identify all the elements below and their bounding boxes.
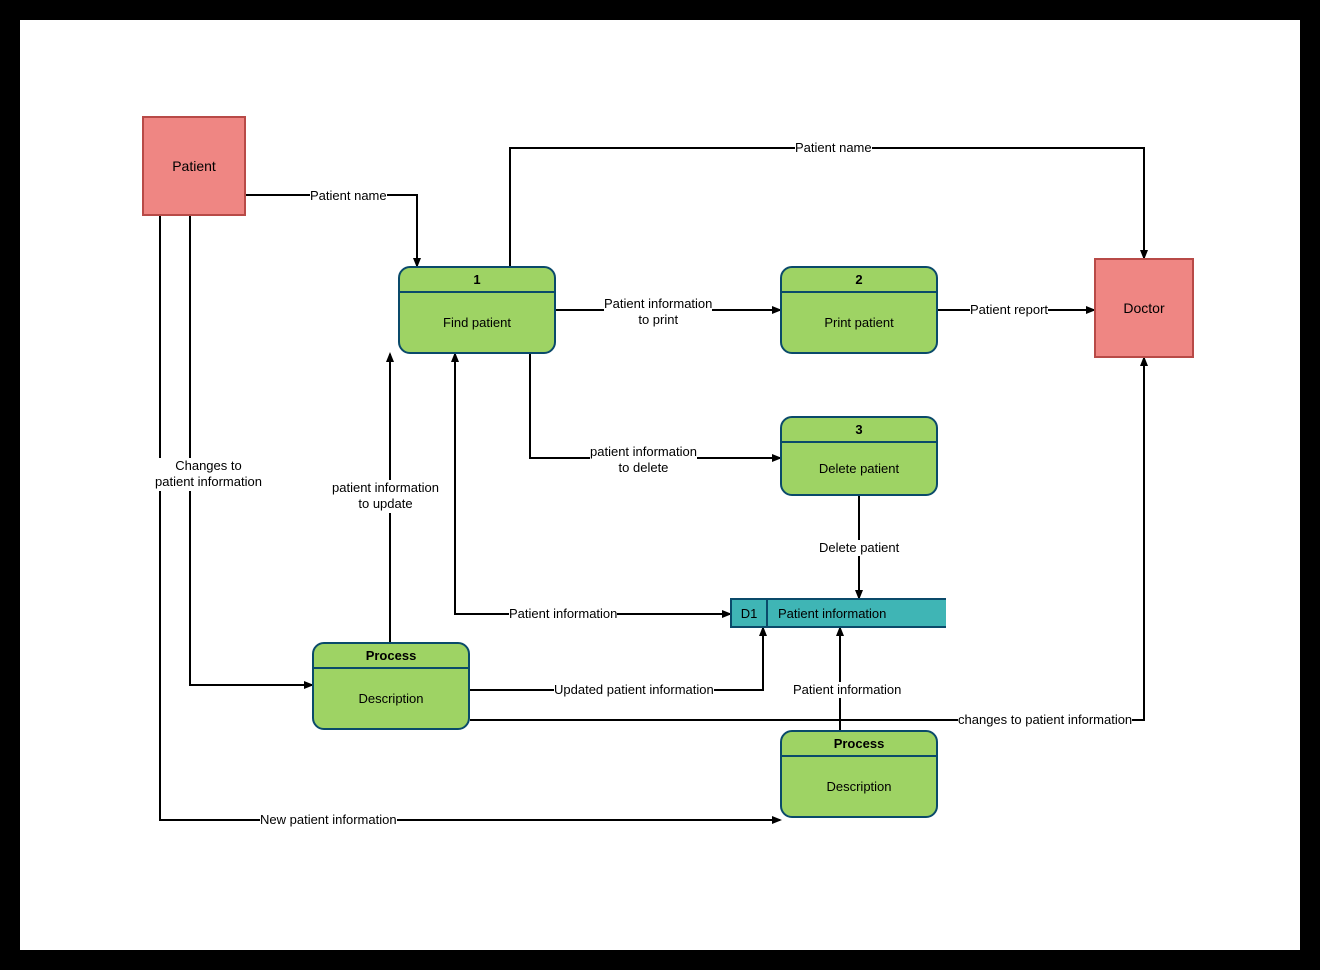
edge-label-e10: Updated patient information xyxy=(554,682,714,698)
entity-label: Doctor xyxy=(1123,300,1164,316)
process-print-patient: 2 Print patient xyxy=(780,266,938,354)
datastore-id: D1 xyxy=(732,600,768,626)
edge-e4 xyxy=(510,148,1144,266)
entity-label: Patient xyxy=(172,158,216,174)
edge-e5 xyxy=(190,216,312,685)
process-header: Process xyxy=(314,644,468,669)
process-find-patient: 1 Find patient xyxy=(398,266,556,354)
process-delete-patient: 3 Delete patient xyxy=(780,416,938,496)
process-header: 2 xyxy=(782,268,936,293)
edge-label-e1: Patient name xyxy=(310,188,387,204)
process-body: Print patient xyxy=(782,293,936,352)
edge-e12 xyxy=(470,358,1144,720)
datastore-label: Patient information xyxy=(768,600,946,626)
process-body: Description xyxy=(782,757,936,816)
edge-e7 xyxy=(530,354,780,458)
edge-label-e11: Patient information xyxy=(793,682,901,698)
process-header: Process xyxy=(782,732,936,757)
process-body: Description xyxy=(314,669,468,728)
entity-patient: Patient xyxy=(142,116,246,216)
edge-e9 xyxy=(455,354,730,614)
entity-doctor: Doctor xyxy=(1094,258,1194,358)
process-header: 3 xyxy=(782,418,936,443)
process-body: Find patient xyxy=(400,293,554,352)
edge-label-e2: Patient information to print xyxy=(604,296,712,329)
edge-label-e8: Delete patient xyxy=(819,540,899,556)
process-update: Process Description xyxy=(312,642,470,730)
edge-e1 xyxy=(246,195,417,266)
process-new: Process Description xyxy=(780,730,938,818)
edge-label-e12: changes to patient information xyxy=(958,712,1132,728)
edge-label-e7: patient information to delete xyxy=(590,444,697,477)
edge-label-e6: patient information to update xyxy=(332,480,439,513)
edge-label-e13: New patient information xyxy=(260,812,397,828)
edge-label-e9: Patient information xyxy=(509,606,617,622)
edge-label-e4: Patient name xyxy=(795,140,872,156)
process-header: 1 xyxy=(400,268,554,293)
edge-e10 xyxy=(470,628,763,690)
edge-label-e3: Patient report xyxy=(970,302,1048,318)
edge-label-e5: Changes to patient information xyxy=(155,458,262,491)
process-body: Delete patient xyxy=(782,443,936,494)
diagram-canvas: Patient Doctor 1 Find patient 2 Print pa… xyxy=(20,20,1300,950)
datastore-patient-info: D1 Patient information xyxy=(730,598,946,628)
